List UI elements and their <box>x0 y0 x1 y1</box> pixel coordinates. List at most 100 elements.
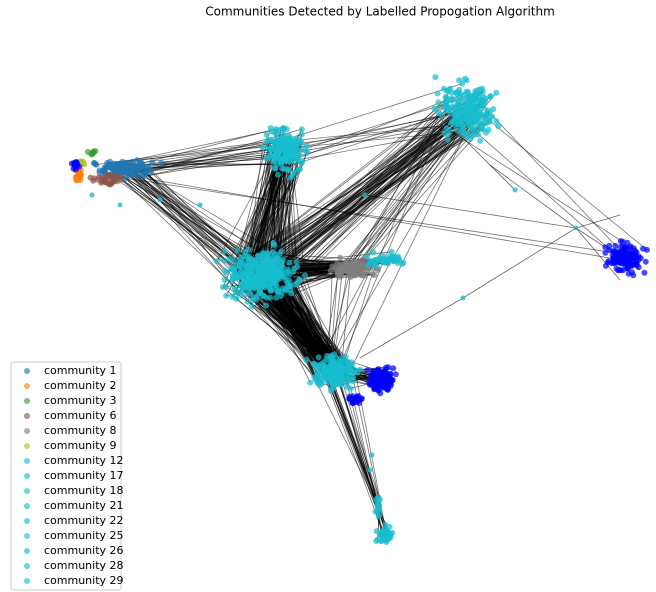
node <box>264 255 271 261</box>
node <box>279 165 286 172</box>
node <box>294 280 301 287</box>
node <box>467 104 474 111</box>
node <box>149 159 156 166</box>
node <box>477 137 484 144</box>
node <box>367 467 373 473</box>
node <box>325 371 332 378</box>
node <box>296 276 303 283</box>
legend: community 1 community 2 community 3 communi… <box>24 364 124 587</box>
node <box>312 365 319 372</box>
node <box>89 192 95 198</box>
node <box>287 283 294 290</box>
node <box>471 110 478 117</box>
node <box>317 367 324 374</box>
edge <box>252 299 315 365</box>
edge <box>240 116 475 260</box>
node <box>147 168 154 175</box>
node <box>333 380 340 387</box>
legend-label: community 21 <box>44 499 124 512</box>
node <box>451 121 458 128</box>
node <box>273 126 279 132</box>
legend-marker <box>24 533 30 539</box>
node <box>278 292 284 299</box>
node <box>70 165 77 172</box>
node <box>270 240 277 246</box>
edge <box>297 118 468 285</box>
node <box>273 294 280 301</box>
node <box>608 260 615 267</box>
node <box>357 366 363 373</box>
legend-label: community 9 <box>44 439 117 452</box>
node <box>285 167 292 174</box>
node <box>285 268 291 275</box>
node <box>364 367 371 374</box>
edge <box>324 263 353 368</box>
node <box>197 202 203 208</box>
node <box>642 258 649 265</box>
legend-label: community 17 <box>44 469 124 482</box>
node <box>234 247 241 254</box>
node <box>335 361 342 368</box>
node <box>471 119 478 126</box>
node <box>480 93 487 100</box>
edge <box>372 88 451 275</box>
node <box>374 497 381 504</box>
node <box>356 267 363 274</box>
edge <box>315 268 370 369</box>
edge <box>284 110 466 149</box>
node <box>624 265 631 272</box>
node <box>387 371 394 378</box>
node <box>118 173 125 180</box>
node <box>348 269 355 275</box>
node <box>619 238 626 245</box>
node <box>443 87 450 94</box>
node <box>134 157 141 164</box>
node <box>369 452 375 458</box>
node <box>267 294 274 301</box>
node <box>377 380 383 387</box>
edge <box>275 91 484 274</box>
edge <box>332 107 449 384</box>
node <box>157 197 163 203</box>
node <box>478 121 485 128</box>
node <box>365 262 372 269</box>
node <box>443 125 450 131</box>
legend-marker <box>24 443 30 449</box>
node <box>289 173 296 179</box>
node <box>286 277 293 284</box>
node <box>266 282 273 289</box>
edge <box>341 124 482 273</box>
node <box>221 248 228 255</box>
node <box>455 102 462 109</box>
node <box>442 94 449 100</box>
legend-label: community 25 <box>44 529 124 542</box>
node <box>327 267 334 274</box>
edge <box>482 115 648 251</box>
node <box>361 272 368 279</box>
node <box>252 277 258 284</box>
node <box>317 373 324 380</box>
node <box>486 109 493 116</box>
node <box>443 100 450 107</box>
node <box>106 172 113 179</box>
node <box>276 251 283 258</box>
edge <box>263 251 392 266</box>
node <box>347 385 354 392</box>
node <box>237 256 244 262</box>
edge <box>122 171 268 255</box>
legend-marker <box>24 398 30 404</box>
edge <box>359 297 464 359</box>
node <box>136 161 143 168</box>
node <box>279 135 286 141</box>
node <box>245 276 252 283</box>
node <box>623 245 630 252</box>
node <box>328 352 335 359</box>
node <box>286 259 293 266</box>
node <box>444 136 451 143</box>
node <box>245 258 252 265</box>
legend-label: community 2 <box>44 379 117 392</box>
node <box>233 295 240 302</box>
node <box>110 178 117 185</box>
node <box>346 262 353 269</box>
edge <box>103 170 614 260</box>
